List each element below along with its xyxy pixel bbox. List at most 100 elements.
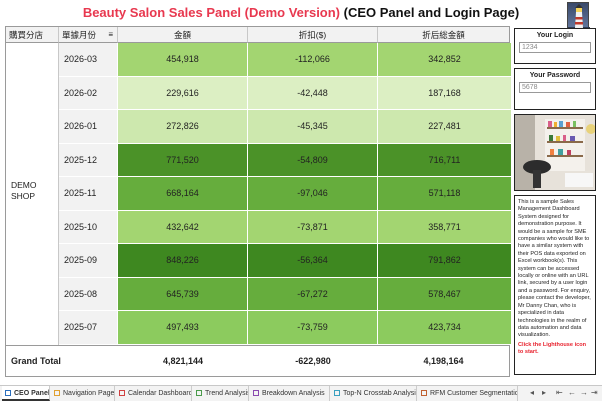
net-amount-cell: 358,771: [378, 210, 511, 243]
net-amount-cell: 187,168: [378, 76, 511, 109]
month-cell: 2025-07: [59, 311, 118, 344]
amount-cell: 771,520: [118, 143, 248, 176]
tab-label: Calendar Dashboard: [128, 390, 192, 397]
grand-total-discount: -622,980: [295, 356, 331, 366]
table-row[interactable]: 2026-01 272,826 -45,345 227,481: [59, 110, 511, 144]
month-cell: 2026-03: [59, 43, 118, 76]
amount-cell: 645,739: [118, 277, 248, 310]
login-input[interactable]: 1234: [519, 42, 591, 53]
first-sheet-icon[interactable]: ⇤: [556, 388, 563, 397]
sheet-tab-icon: [253, 390, 259, 396]
tab-label: Breakdown Analysis: [262, 390, 325, 397]
amount-cell: 497,493: [118, 311, 248, 344]
tab-trend-analysis[interactable]: Trend Analysis: [193, 386, 249, 401]
sheet-tab-icon: [5, 390, 11, 396]
tab-label: RFM Customer Segmentatio...: [430, 390, 518, 397]
month-cell: 2026-01: [59, 110, 118, 143]
amount-cell: 454,918: [118, 43, 248, 76]
tab-calendar-dashboard[interactable]: Calendar Dashboard: [116, 386, 192, 401]
page-title: Beauty Salon Sales Panel (Demo Version) …: [0, 5, 602, 20]
next-sheet-icon[interactable]: →: [580, 388, 588, 397]
grand-total-net: 4,198,164: [423, 356, 464, 366]
header-shop[interactable]: 購買分店: [6, 27, 59, 43]
net-amount-cell: 342,852: [378, 43, 511, 76]
sheet-tab-icon: [334, 390, 340, 396]
net-amount-cell: 716,711: [378, 143, 511, 176]
tab-label: Top-N Crosstab Analysis: [343, 390, 417, 397]
tab-rfm-customer-segmentatio[interactable]: RFM Customer Segmentatio...: [418, 386, 518, 401]
tab-label: Navigation Page: [63, 390, 115, 397]
tab-label: Trend Analysis: [205, 390, 249, 397]
table-row[interactable]: 2026-03 454,918 -112,066 342,852: [59, 43, 511, 77]
table-row[interactable]: 2025-10 432,642 -73,871 358,771: [59, 210, 511, 244]
header-month-label: 單據月份: [62, 30, 97, 40]
table-row[interactable]: 2025-11 668,164 -97,046 571,118: [59, 177, 511, 211]
amount-cell: 848,226: [118, 244, 248, 277]
net-amount-cell: 571,118: [378, 177, 511, 210]
table-row[interactable]: 2025-09 848,226 -56,364 791,862: [59, 244, 511, 278]
header-net[interactable]: 折后総金額: [378, 27, 509, 43]
header-amount[interactable]: 金額: [118, 27, 248, 43]
info-panel: This is a sample Sales Management Dashbo…: [514, 195, 596, 375]
tab-label: CEO Panel: [14, 390, 50, 397]
prev-sheet-icon[interactable]: ←: [568, 388, 576, 397]
scroll-right-icon[interactable]: ▸: [542, 388, 547, 397]
password-label: Your Password: [529, 72, 581, 79]
net-amount-cell: 791,862: [378, 244, 511, 277]
discount-cell: -54,809: [248, 143, 378, 176]
month-cell: 2025-08: [59, 277, 118, 310]
amount-cell: 229,616: [118, 76, 248, 109]
sales-table: 購買分店 單據月份 ≡ 金額 折扣($) 折后総金額 DEMO SHOP 202…: [5, 26, 511, 377]
net-amount-cell: 423,734: [378, 311, 511, 344]
info-text: This is a sample Sales Management Dashbo…: [518, 199, 591, 339]
grand-total-row: Grand Total 4,821,144 -622,980 4,198,164: [6, 345, 509, 376]
header-month[interactable]: 單據月份 ≡: [59, 27, 118, 43]
password-box: Your Password 5678: [514, 68, 596, 110]
last-sheet-icon[interactable]: ⇥: [591, 388, 598, 397]
sheet-tab-icon: [119, 390, 125, 396]
table-row[interactable]: 2025-07 497,493 -73,759 423,734: [59, 311, 511, 345]
month-cell: 2025-12: [59, 143, 118, 176]
sheet-tab-icon: [421, 390, 427, 396]
amount-cell: 668,164: [118, 177, 248, 210]
info-cta: Click the Lighthouse icon to start.: [518, 341, 587, 356]
tab-ceo-panel[interactable]: CEO Panel: [2, 386, 50, 401]
net-amount-cell: 227,481: [378, 110, 511, 143]
login-label: Your Login: [536, 32, 574, 39]
scroll-left-icon[interactable]: ◂: [530, 388, 535, 397]
amount-cell: 432,642: [118, 210, 248, 243]
filter-icon[interactable]: ≡: [108, 30, 113, 39]
tab-top-n-crosstab-analysis[interactable]: Top-N Crosstab Analysis: [331, 386, 417, 401]
salon-photo: [514, 114, 596, 191]
shop-name: DEMO SHOP: [11, 180, 37, 201]
title-main: Beauty Salon Sales Panel (Demo Version): [82, 5, 341, 20]
discount-cell: -67,272: [248, 277, 378, 310]
shop-cell: DEMO SHOP: [6, 43, 59, 345]
tab-breakdown-analysis[interactable]: Breakdown Analysis: [250, 386, 330, 401]
discount-cell: -56,364: [248, 244, 378, 277]
title-sub: (CEO Panel and Login Page): [343, 5, 520, 20]
discount-cell: -45,345: [248, 110, 378, 143]
grand-total-label: Grand Total: [11, 356, 61, 366]
month-cell: 2025-11: [59, 177, 118, 210]
tab-navigation-page[interactable]: Navigation Page: [51, 386, 115, 401]
month-cell: 2025-10: [59, 210, 118, 243]
grand-total-amount: 4,821,144: [162, 356, 204, 366]
sheet-tab-icon: [196, 390, 202, 396]
header-discount[interactable]: 折扣($): [248, 27, 378, 43]
table-row[interactable]: 2025-12 771,520 -54,809 716,711: [59, 143, 511, 177]
password-input[interactable]: 5678: [519, 82, 591, 93]
discount-cell: -73,759: [248, 311, 378, 344]
table-row[interactable]: 2026-02 229,616 -42,448 187,168: [59, 76, 511, 110]
sheet-tab-icon: [54, 390, 60, 396]
month-cell: 2025-09: [59, 244, 118, 277]
discount-cell: -112,066: [248, 43, 378, 76]
discount-cell: -97,046: [248, 177, 378, 210]
month-cell: 2026-02: [59, 76, 118, 109]
table-row[interactable]: 2025-08 645,739 -67,272 578,467: [59, 277, 511, 311]
discount-cell: -42,448: [248, 76, 378, 109]
discount-cell: -73,871: [248, 210, 378, 243]
sheet-tabs: CEO Panel Navigation Page Calendar Dashboa…: [0, 385, 602, 401]
login-box: Your Login 1234: [514, 28, 596, 64]
amount-cell: 272,826: [118, 110, 248, 143]
